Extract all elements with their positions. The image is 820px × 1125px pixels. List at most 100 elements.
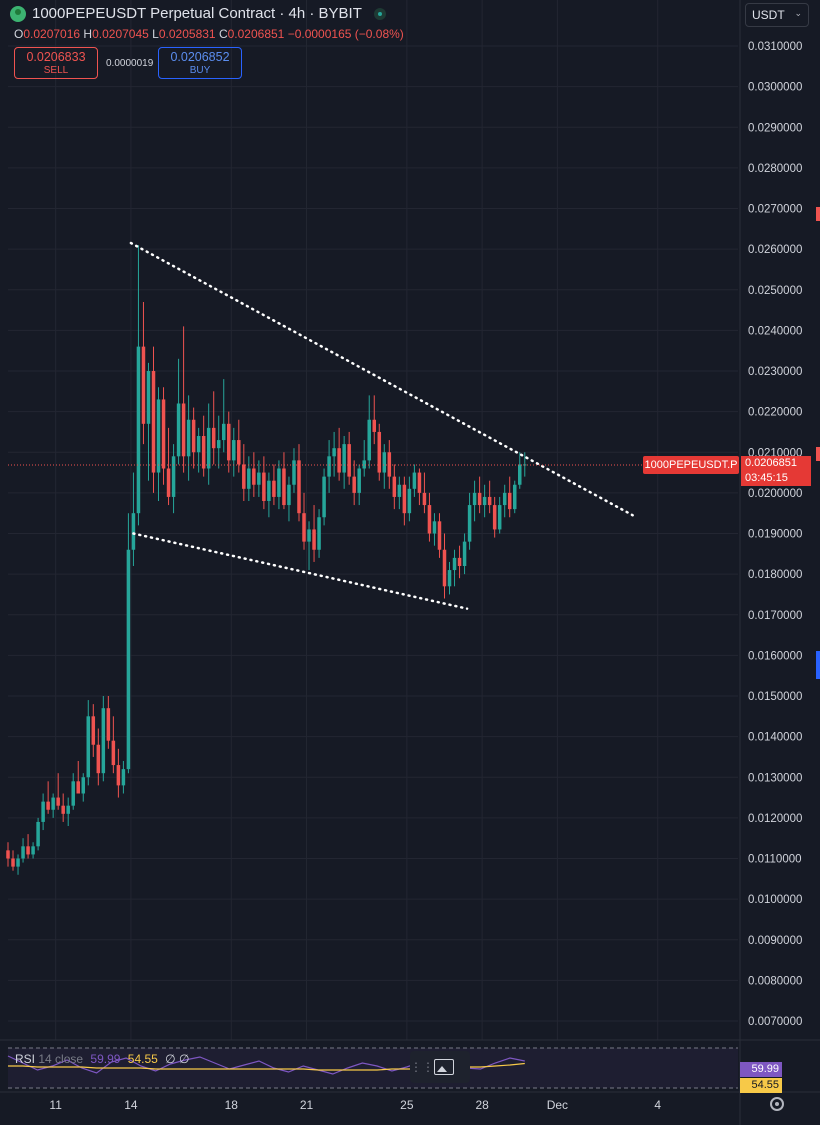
- candle-body: [96, 744, 101, 774]
- candle-body: [106, 708, 111, 741]
- candle-body: [131, 513, 136, 550]
- candle-body: [467, 505, 472, 542]
- candle-body: [36, 821, 40, 847]
- candle-body: [332, 448, 336, 457]
- y-tick-label: 0.0070000: [748, 1016, 802, 1028]
- candle-body: [287, 484, 291, 506]
- y-tick-label: 0.0290000: [748, 122, 802, 134]
- candle-body: [507, 492, 512, 510]
- candle-body: [382, 452, 387, 473]
- candle-body: [407, 488, 412, 514]
- symbol-price-label: 1000PEPEUSDT.P: [643, 456, 739, 474]
- candle-body: [242, 464, 246, 489]
- candle-body: [181, 403, 186, 457]
- last-price-badge: 0.0206851 03:45:15: [741, 456, 811, 486]
- rsi-params: 14 close: [38, 1052, 84, 1066]
- candle-body: [272, 480, 276, 497]
- candle-body: [247, 468, 251, 489]
- offscreen-marker-red-2: [816, 447, 820, 461]
- candle-body: [442, 549, 447, 587]
- candle-body: [216, 440, 221, 449]
- y-tick-label: 0.0240000: [748, 325, 802, 337]
- image-icon[interactable]: [434, 1059, 454, 1075]
- candle-body: [492, 505, 497, 530]
- x-tick-label: 14: [124, 1098, 138, 1112]
- candle-body: [262, 472, 266, 501]
- candle-body: [171, 456, 176, 497]
- candle-body: [357, 468, 361, 493]
- candle-body: [307, 529, 311, 542]
- y-tick-label: 0.0140000: [748, 732, 802, 744]
- rsi-label: RSI: [15, 1052, 36, 1066]
- buy-button[interactable]: 0.0206852 BUY: [158, 47, 242, 79]
- snapshot-toolbar[interactable]: ⋮⋮: [410, 1051, 470, 1083]
- trendline-lower: [132, 532, 469, 610]
- change-value: −0.0000165 (−0.08%): [287, 27, 404, 41]
- rsi-ma-badge: 54.55: [740, 1078, 782, 1093]
- candle-body: [257, 472, 261, 485]
- candle-body: [136, 346, 141, 514]
- candle-body: [457, 557, 462, 566]
- candle-body: [267, 480, 271, 501]
- y-tick-label: 0.0110000: [748, 854, 802, 866]
- candle-body: [11, 858, 15, 867]
- currency-select[interactable]: USDT ⌄: [745, 3, 809, 27]
- candle-body: [41, 801, 45, 822]
- candle-body: [297, 460, 301, 514]
- candle-body: [447, 570, 452, 587]
- rsi-value: 59.99: [90, 1052, 121, 1066]
- candle-body: [452, 557, 457, 571]
- last-price-value: 0.0206851: [745, 457, 797, 469]
- drag-handle-icon[interactable]: ⋮⋮: [410, 1060, 434, 1074]
- sell-label: SELL: [43, 65, 69, 76]
- candle-body: [487, 496, 492, 506]
- spread-value: 0.0000019: [106, 58, 154, 69]
- candle-body: [427, 505, 432, 534]
- market-status-icon[interactable]: [373, 7, 386, 20]
- open-value: 0.0207016: [23, 27, 81, 41]
- y-tick-label: 0.0270000: [748, 204, 802, 216]
- candle-body: [76, 781, 80, 794]
- candle-body: [6, 850, 10, 859]
- y-tick-label: 0.0160000: [748, 650, 802, 662]
- rsi-value-badge: 59.99: [740, 1062, 782, 1077]
- gear-icon[interactable]: [770, 1097, 784, 1111]
- candle-body: [437, 521, 442, 550]
- sell-button[interactable]: 0.0206833 SELL: [14, 47, 98, 79]
- candle-body: [372, 419, 377, 432]
- currency-value: USDT: [752, 8, 785, 22]
- chart-header: 1000PEPEUSDT Perpetual Contract · 4h · B…: [10, 5, 386, 22]
- candle-body: [71, 781, 75, 806]
- y-tick-label: 0.0180000: [748, 569, 802, 581]
- chevron-down-icon: ⌄: [794, 8, 802, 18]
- x-tick-label: 21: [300, 1098, 314, 1112]
- y-tick-label: 0.0260000: [748, 244, 802, 256]
- candle-body: [327, 456, 331, 477]
- candle-body: [56, 797, 60, 806]
- candle-body: [156, 399, 161, 473]
- candle-body: [151, 371, 156, 473]
- candle-body: [26, 846, 30, 855]
- rsi-legend[interactable]: RSI 14 close 59.99 54.55 ∅ ∅: [15, 1052, 189, 1066]
- rsi-extra: ∅ ∅: [165, 1052, 190, 1066]
- candle-body: [51, 797, 55, 810]
- candle-body: [512, 484, 517, 510]
- candle-body: [337, 448, 341, 473]
- candle-body: [402, 484, 407, 514]
- y-tick-label: 0.0100000: [748, 894, 802, 906]
- candle-body: [46, 801, 50, 810]
- x-tick-label: Dec: [547, 1098, 568, 1112]
- candle-body: [176, 403, 181, 457]
- candle-body: [237, 440, 241, 465]
- candle-body: [196, 436, 201, 453]
- candle-body: [16, 858, 20, 867]
- buy-price: 0.0206852: [170, 50, 230, 64]
- candle-body: [166, 468, 171, 497]
- candle-body: [116, 765, 121, 786]
- candle-body: [186, 419, 191, 457]
- candle-body: [292, 460, 296, 485]
- low-value: 0.0205831: [158, 27, 216, 41]
- sell-price: 0.0206833: [26, 50, 86, 64]
- symbol-title[interactable]: 1000PEPEUSDT Perpetual Contract · 4h · B…: [32, 5, 362, 22]
